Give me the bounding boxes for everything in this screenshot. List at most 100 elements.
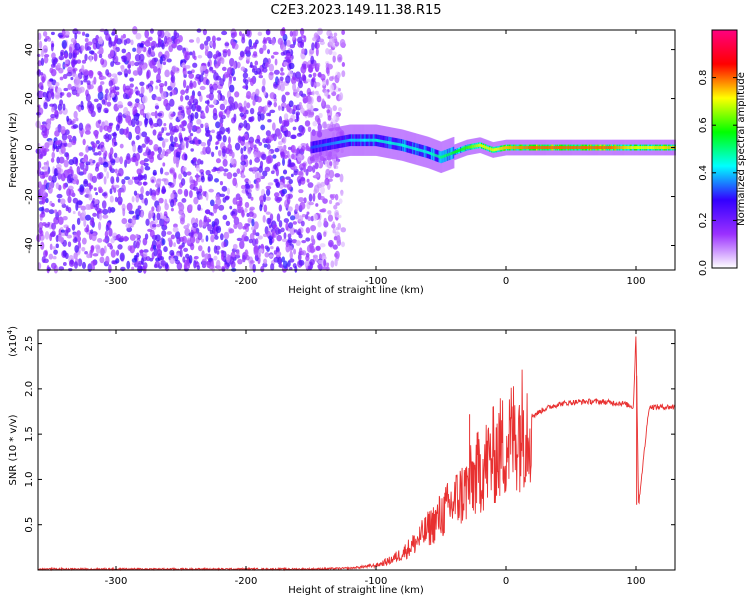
spectrogram-cell bbox=[414, 147, 416, 151]
spectrogram-cell bbox=[218, 204, 225, 211]
spectrogram-cell bbox=[368, 138, 371, 142]
spectrogram-cell bbox=[269, 213, 274, 221]
spectrogram-cell bbox=[285, 52, 292, 60]
spectrogram-cell bbox=[156, 212, 161, 221]
y-tick-label: 0.5 bbox=[24, 517, 35, 533]
spectrogram-cell bbox=[55, 82, 60, 87]
spectrogram-cell bbox=[248, 238, 254, 244]
spectrogram-cell bbox=[195, 164, 201, 172]
spectrogram-cell bbox=[163, 35, 168, 45]
spectrogram-cell bbox=[53, 249, 58, 255]
spectrogram-cell bbox=[72, 156, 78, 165]
spectrogram-cell bbox=[47, 221, 51, 226]
snr-frame bbox=[37, 329, 676, 571]
spectrogram-cell bbox=[258, 248, 264, 254]
spectrogram-cell bbox=[285, 222, 289, 231]
spectrogram-cell bbox=[452, 151, 455, 155]
spectrogram-cell bbox=[445, 153, 448, 157]
spectrogram-cell bbox=[533, 146, 535, 150]
spectrogram-cell bbox=[196, 158, 202, 165]
spectrogram-cell bbox=[133, 190, 138, 196]
spectrogram-cell bbox=[170, 207, 174, 212]
spectrogram-cell bbox=[71, 73, 78, 78]
spectrogram-cell bbox=[213, 245, 218, 254]
spectrogram-cell bbox=[222, 135, 227, 143]
spectrogram-cell bbox=[645, 146, 647, 150]
spectrogram-cell bbox=[136, 90, 141, 96]
spectrogram-cell bbox=[376, 138, 378, 142]
spectrogram-cell bbox=[154, 96, 161, 101]
spectrogram-cell bbox=[108, 80, 114, 87]
spectrogram-cell bbox=[192, 157, 198, 163]
snr-background bbox=[38, 330, 675, 570]
spectrogram-cell bbox=[151, 179, 155, 183]
spectrogram-cell bbox=[114, 61, 121, 66]
spectrogram-cell bbox=[167, 32, 171, 38]
spectrogram-cell bbox=[242, 254, 246, 263]
spectrogram-cell bbox=[70, 38, 76, 43]
spectrogram-cell bbox=[215, 197, 222, 206]
spectrogram-cell bbox=[269, 92, 276, 100]
spectrogram-cell bbox=[327, 239, 334, 248]
spectrogram-cell bbox=[263, 36, 267, 44]
x-tick-label: 100 bbox=[626, 276, 645, 287]
spectrogram-cell bbox=[48, 209, 55, 215]
spectrogram-cell bbox=[517, 146, 519, 150]
spectrogram-cell bbox=[88, 182, 92, 187]
spectrogram-cell bbox=[241, 36, 246, 44]
spectrogram-cell bbox=[107, 206, 112, 214]
spectrogram-cell bbox=[178, 173, 183, 180]
spectrogram-cell bbox=[234, 91, 240, 98]
spectrogram-cell bbox=[186, 239, 191, 246]
spectrogram-cell bbox=[294, 203, 300, 212]
spectrogram-cell bbox=[288, 100, 294, 108]
spectrogram-cell bbox=[611, 146, 613, 150]
spectrogram-cell bbox=[603, 146, 606, 150]
spectrogram-cell bbox=[181, 141, 185, 150]
spectrogram-cell bbox=[573, 146, 576, 150]
spectrogram-cell bbox=[110, 89, 116, 94]
spectrogram-cell bbox=[140, 86, 145, 95]
spectrogram-cell bbox=[158, 38, 163, 46]
spectrogram-cell bbox=[62, 261, 67, 267]
spectrogram-cell bbox=[627, 146, 630, 150]
spectrogram-cell bbox=[295, 77, 301, 82]
spectrogram-cell bbox=[135, 152, 141, 161]
spectrogram-cell bbox=[173, 242, 176, 247]
spectrogram-cell bbox=[62, 103, 66, 111]
colorbar-tick-label: 0.0 bbox=[698, 260, 709, 276]
spectrogram-cell bbox=[504, 146, 507, 150]
spectrogram-cell bbox=[98, 212, 103, 221]
spectrogram-cell bbox=[334, 173, 341, 178]
spectrogram-cell bbox=[646, 146, 648, 150]
spectrogram-cell bbox=[470, 145, 473, 149]
spectrogram-cell bbox=[327, 142, 329, 146]
spectrogram-cell bbox=[457, 149, 459, 153]
spectrogram-cell bbox=[330, 194, 335, 201]
spectrogram-cell bbox=[623, 146, 625, 150]
spectrogram-cell bbox=[655, 146, 658, 150]
spectrogram-cell bbox=[203, 215, 208, 223]
spectrogram-cell bbox=[130, 39, 134, 46]
spectrogram-cell bbox=[37, 32, 42, 41]
spectrogram-cell bbox=[90, 260, 97, 267]
spectrogram-cell bbox=[162, 61, 167, 66]
spectrogram-cell bbox=[273, 101, 278, 108]
spectrogram-cell bbox=[318, 144, 321, 148]
spectrogram-cell bbox=[396, 142, 399, 146]
spectrogram-cell bbox=[101, 192, 108, 197]
spectrogram-cell bbox=[134, 53, 141, 62]
spectrogram-cell bbox=[491, 148, 493, 152]
spectrogram-cell bbox=[271, 233, 275, 238]
spectrogram-cell bbox=[266, 112, 270, 117]
spectrogram-cell bbox=[102, 214, 109, 219]
spectrogram-cell bbox=[339, 140, 342, 144]
spectrogram-cell bbox=[223, 241, 227, 248]
spectrogram-cell bbox=[132, 143, 137, 153]
spectrogram-cell bbox=[319, 144, 322, 148]
spectrogram-cell bbox=[249, 206, 255, 211]
spectrogram-cell bbox=[294, 265, 298, 273]
spectrogram-cell bbox=[72, 59, 78, 65]
spectrogram-cell bbox=[228, 228, 235, 234]
spectrogram-cell bbox=[110, 237, 115, 244]
